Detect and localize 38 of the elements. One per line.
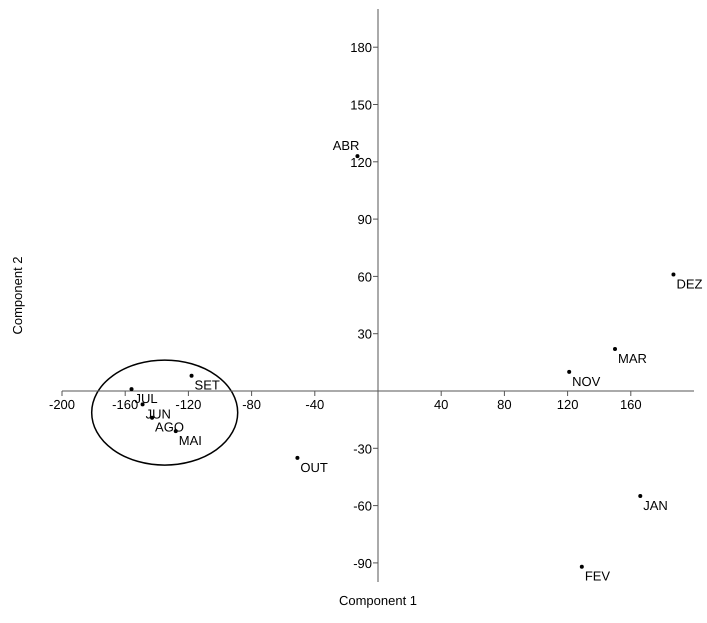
point (671, 272, 676, 276)
point (190, 374, 194, 378)
point (613, 346, 617, 351)
y-tick-label: 150 (350, 98, 372, 112)
series-label: MAR (618, 350, 647, 366)
series-label: DEZ (676, 276, 703, 292)
x-tick-label: -200 (48, 397, 76, 412)
x-tick-label: 120 (556, 397, 578, 412)
series-label: MAI (178, 433, 202, 448)
y-tick-label: -90 (353, 556, 372, 571)
y-tick-label: -30 (353, 441, 372, 456)
y-tick-label: 120 (350, 154, 372, 170)
x-tick-label: -80 (242, 397, 261, 412)
y-tick-label: -60 (353, 498, 372, 514)
point (567, 370, 572, 374)
x-tick-label: 80 (497, 397, 512, 412)
x-tick-label: -40 (305, 397, 324, 412)
series-label: OUT (300, 460, 328, 475)
series-label: SET (194, 378, 220, 393)
x-axis-title: Component 1 (338, 593, 418, 608)
series-label: ABR (332, 138, 360, 154)
series-label: FEV (584, 568, 610, 584)
series-label: JAN (643, 498, 668, 514)
y-tick-label: 90 (358, 212, 372, 228)
point (580, 564, 584, 569)
x-tick-label: 40 (434, 397, 448, 412)
y-tick-label: 60 (358, 269, 372, 284)
point (638, 494, 642, 498)
point (295, 456, 300, 460)
series-label: NOV (572, 374, 601, 389)
series-label: AGO (155, 420, 184, 435)
y-axis-title: Component 2 (10, 256, 25, 335)
y-tick-label: 30 (358, 326, 372, 342)
series-label: JUN (146, 406, 171, 422)
x-tick-label: 160 (620, 397, 642, 412)
y-tick-label: 180 (350, 40, 372, 56)
point (130, 387, 134, 392)
x-tick-label: -120 (175, 397, 202, 412)
